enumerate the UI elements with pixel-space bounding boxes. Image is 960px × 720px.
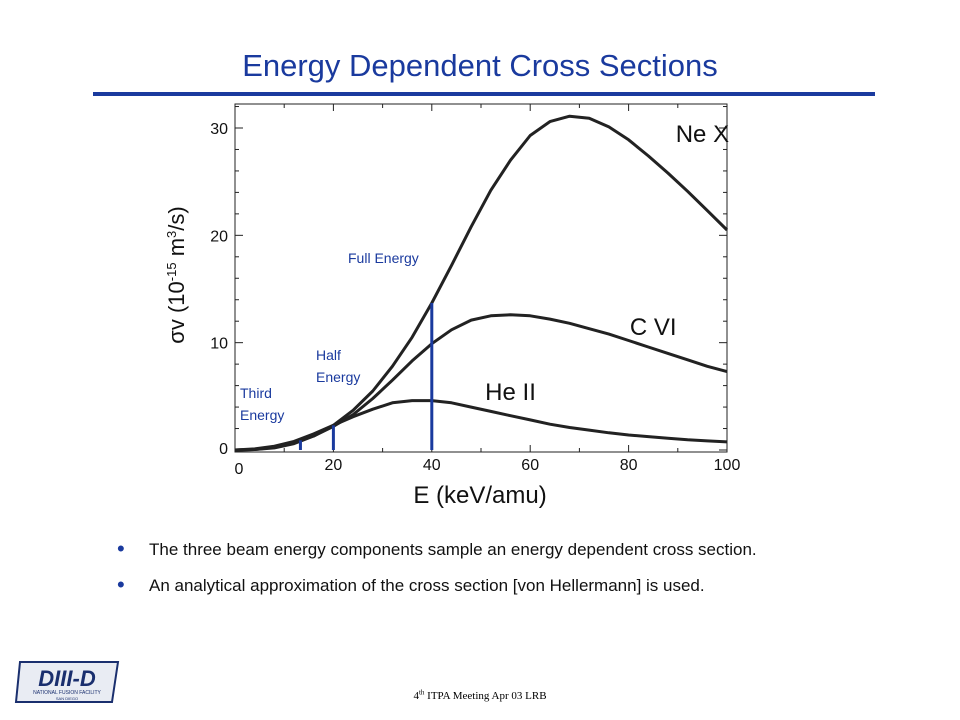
axis-ticks bbox=[234, 104, 728, 452]
x-tick-label: 40 bbox=[423, 457, 441, 474]
series-label: Ne X bbox=[676, 121, 729, 148]
x-tick-labels: 0 20 40 60 80 100 bbox=[235, 457, 741, 478]
x-axis-label: E (keV/amu) bbox=[413, 482, 546, 509]
bullet-text: The three beam energy components sample … bbox=[149, 540, 757, 559]
energy-marker-label: Third bbox=[240, 385, 272, 401]
energy-marker-label: Energy bbox=[316, 369, 360, 385]
y-tick-label: 0 bbox=[219, 441, 228, 458]
plot-frame bbox=[234, 103, 728, 453]
bullet-list: • The three beam energy components sampl… bbox=[117, 536, 857, 610]
series-line-c-vi bbox=[234, 313, 728, 452]
bullet-item: • The three beam energy components sampl… bbox=[117, 536, 857, 562]
x-tick-label: 20 bbox=[325, 457, 343, 474]
svg-text:DIII-D: DIII-D bbox=[38, 666, 96, 691]
footer: 4th ITPA Meeting Apr 03 LRB bbox=[0, 688, 960, 702]
x-tick-label: 80 bbox=[620, 457, 638, 474]
bullet-item: • An analytical approximation of the cro… bbox=[117, 572, 857, 598]
energy-marker-label: Energy bbox=[240, 407, 284, 423]
energy-marker-label: Half bbox=[316, 347, 341, 363]
x-tick-label: 0 bbox=[235, 461, 244, 478]
y-tick-label: 10 bbox=[210, 336, 228, 353]
svg-text:SAN DIEGO: SAN DIEGO bbox=[56, 696, 78, 701]
diii-d-logo: DIII-D NATIONAL FUSION FACILITY SAN DIEG… bbox=[14, 661, 120, 703]
series-line-he-ii bbox=[234, 399, 728, 452]
y-tick-labels: 0 10 20 30 bbox=[210, 121, 228, 458]
series-label: He II bbox=[485, 379, 536, 406]
y-tick-label: 20 bbox=[210, 228, 228, 245]
bullet-dot-icon: • bbox=[117, 572, 125, 597]
svg-text:NATIONAL FUSION FACILITY: NATIONAL FUSION FACILITY bbox=[33, 690, 101, 696]
series-labels: Ne X C VI He II bbox=[485, 121, 729, 406]
slide-title: Energy Dependent Cross Sections bbox=[242, 48, 718, 83]
title-underline bbox=[93, 92, 875, 96]
series-label: C VI bbox=[630, 314, 677, 341]
energy-markers: Third Energy Half Energy Full Energy bbox=[240, 250, 434, 450]
footer-text: 4th ITPA Meeting Apr 03 LRB bbox=[413, 688, 547, 702]
x-tick-label: 60 bbox=[521, 457, 539, 474]
bullet-dot-icon: • bbox=[117, 536, 125, 561]
y-axis-label: σv (10-15 m3/s) bbox=[164, 206, 189, 343]
y-tick-label: 30 bbox=[210, 121, 228, 138]
energy-marker-label: Full Energy bbox=[348, 250, 419, 266]
curves bbox=[234, 114, 729, 452]
series-line-ne-x bbox=[234, 114, 729, 452]
x-tick-label: 100 bbox=[714, 457, 741, 474]
cross-section-chart: 0 20 40 60 80 100 0 10 20 30 Third Energy Half Ener… bbox=[164, 103, 741, 509]
bullet-text: An analytical approximation of the cross… bbox=[149, 576, 705, 595]
